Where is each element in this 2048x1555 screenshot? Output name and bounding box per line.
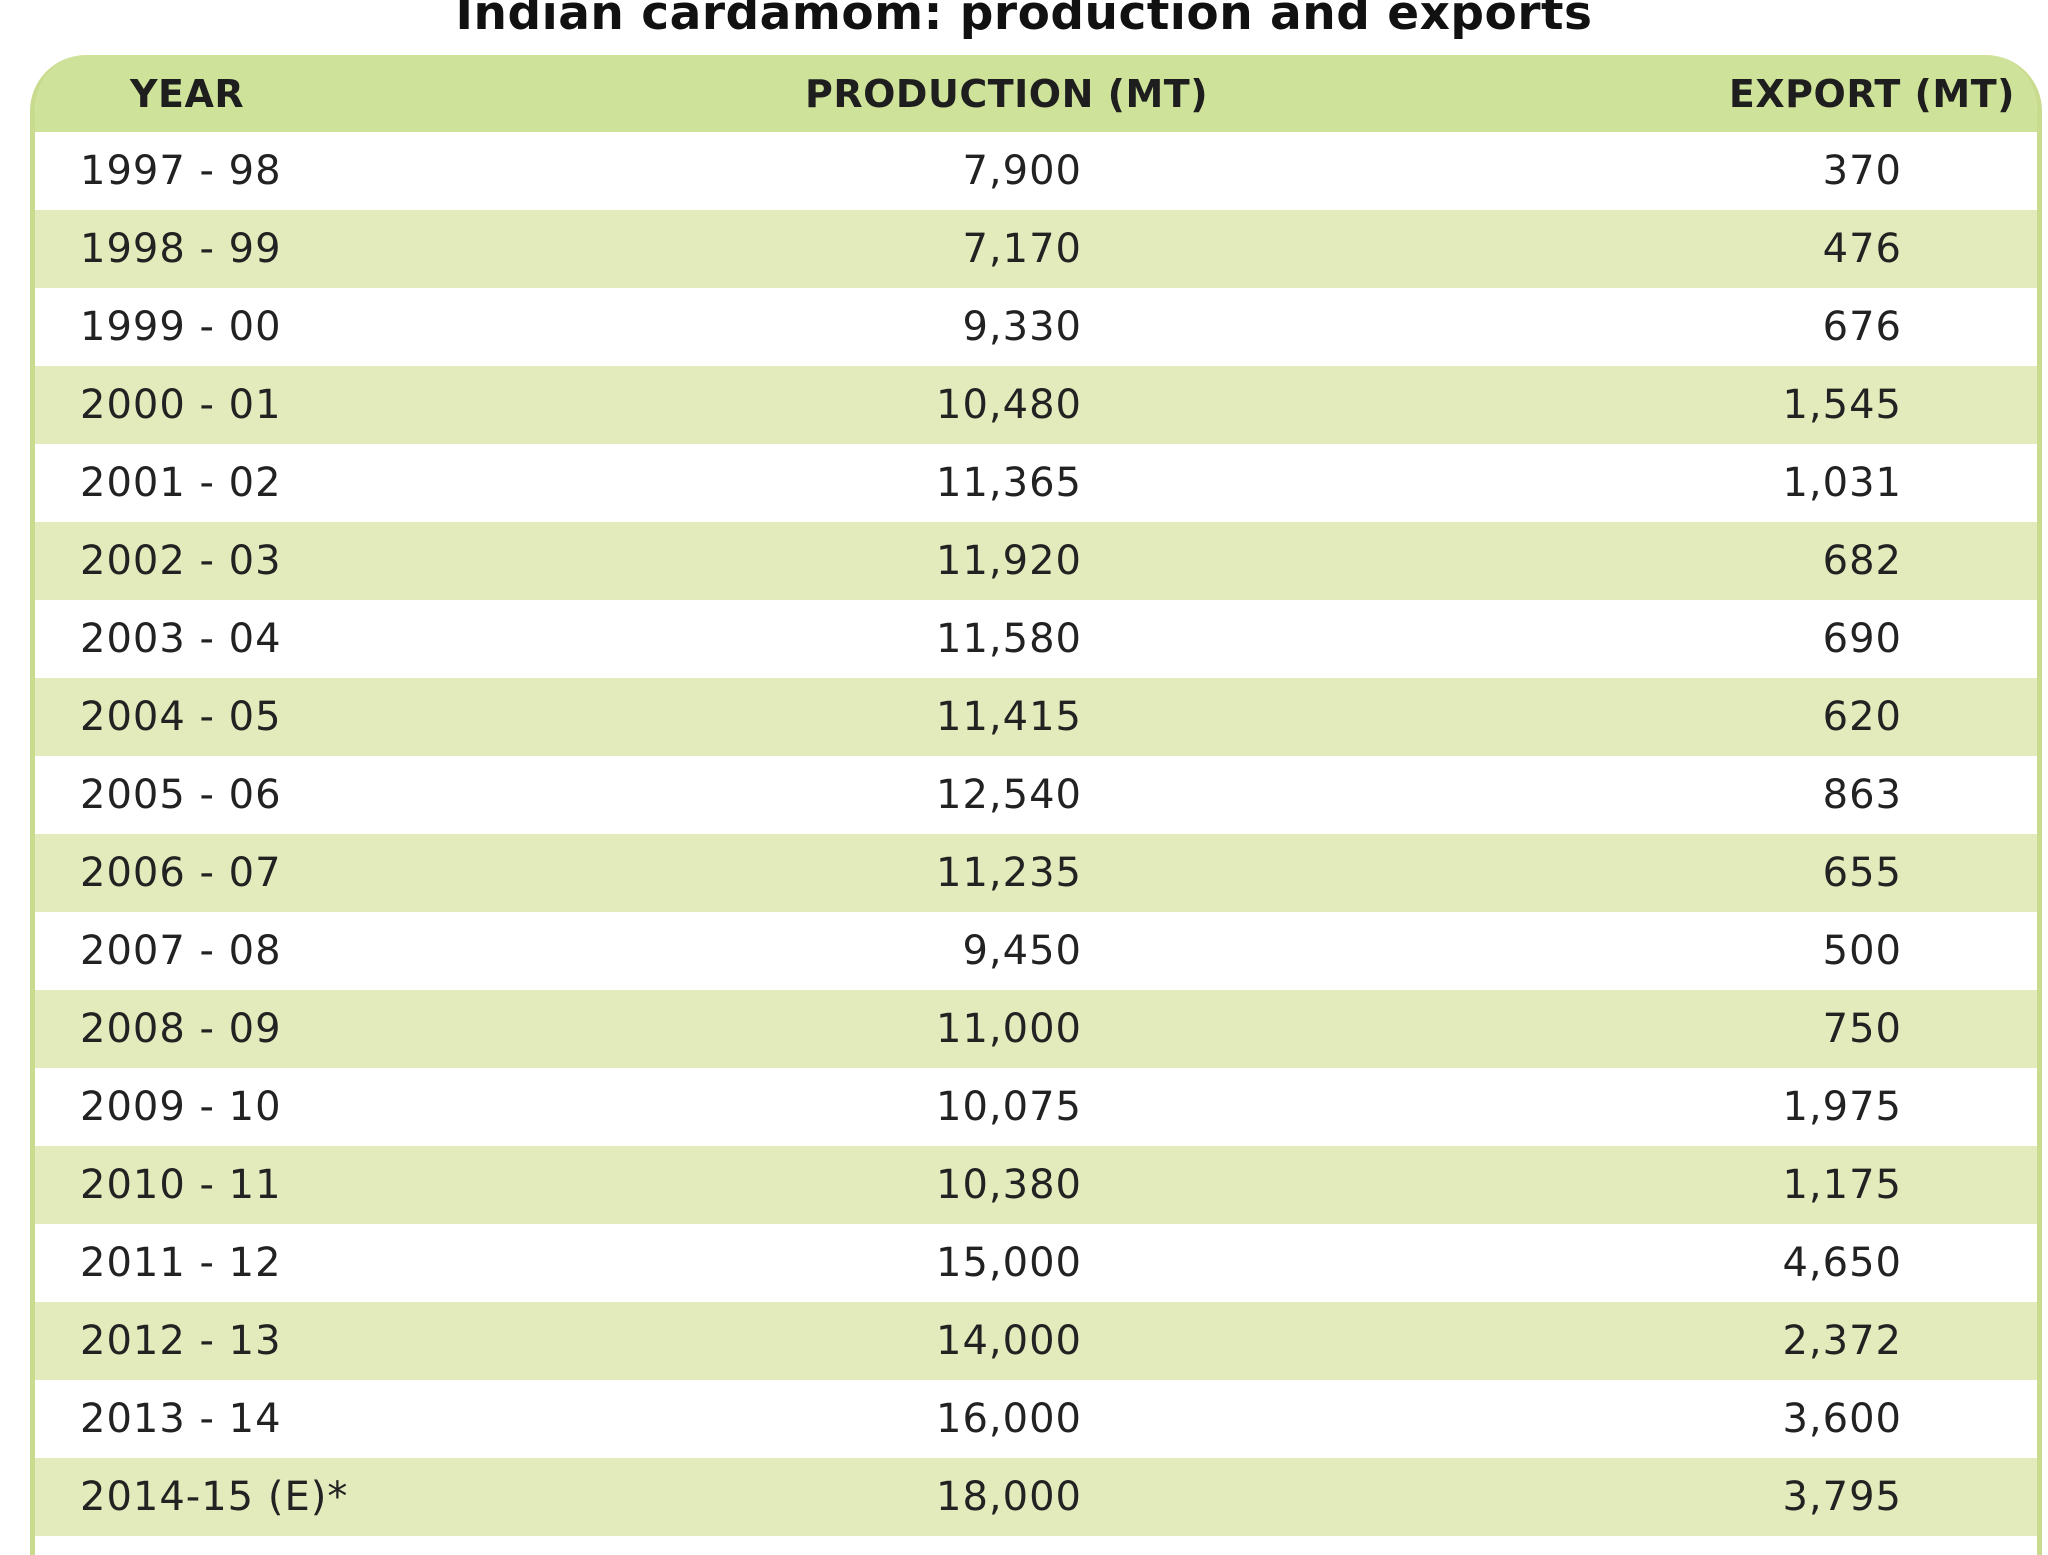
table-row: 1997 - 98 7,900 370 xyxy=(35,132,2037,210)
cell-year: 2012 - 13 xyxy=(80,1318,282,1364)
table-row: 2007 - 08 9,450 500 xyxy=(35,912,2037,990)
data-table: YEAR PRODUCTION (MT) EXPORT (MT) 1997 - … xyxy=(30,55,2042,1555)
cell-production: 12,540 xyxy=(936,772,1082,818)
table-row: 2000 - 01 10,480 1,545 xyxy=(35,366,2037,444)
cell-export: 750 xyxy=(1822,1006,1902,1052)
cell-production: 11,415 xyxy=(936,694,1082,740)
cell-export: 1,175 xyxy=(1782,1162,1902,1208)
cell-export: 370 xyxy=(1822,148,1902,194)
cell-production: 7,900 xyxy=(962,148,1082,194)
cell-year: 2011 - 12 xyxy=(80,1240,282,1286)
cell-export: 620 xyxy=(1822,694,1902,740)
cell-year: 1997 - 98 xyxy=(80,148,282,194)
cell-export: 1,031 xyxy=(1782,460,1902,506)
cell-year: 2002 - 03 xyxy=(80,538,282,584)
cell-production: 18,000 xyxy=(936,1474,1082,1520)
cell-production: 7,170 xyxy=(962,226,1082,272)
cell-production: 11,365 xyxy=(936,460,1082,506)
table-row: 1999 - 00 9,330 676 xyxy=(35,288,2037,366)
cell-export: 476 xyxy=(1822,226,1902,272)
table-body: 1997 - 98 7,900 370 1998 - 99 7,170 476 1999 -… xyxy=(35,132,2037,1536)
table-row: 2014-15 (E)* 18,000 3,795 xyxy=(35,1458,2037,1536)
table-row: 2005 - 06 12,540 863 xyxy=(35,756,2037,834)
column-header-export: EXPORT (MT) xyxy=(1728,72,2015,116)
cell-production: 14,000 xyxy=(936,1318,1082,1364)
cell-year: 2003 - 04 xyxy=(80,616,282,662)
table-header-row: YEAR PRODUCTION (MT) EXPORT (MT) xyxy=(35,55,2037,132)
cell-export: 863 xyxy=(1822,772,1902,818)
column-header-year: YEAR xyxy=(130,72,245,116)
cell-export: 690 xyxy=(1822,616,1902,662)
cell-production: 9,450 xyxy=(962,928,1082,974)
cell-export: 3,795 xyxy=(1782,1474,1902,1520)
table-row: 2012 - 13 14,000 2,372 xyxy=(35,1302,2037,1380)
table-row: 1998 - 99 7,170 476 xyxy=(35,210,2037,288)
table-row: 2010 - 11 10,380 1,175 xyxy=(35,1146,2037,1224)
cell-year: 2007 - 08 xyxy=(80,928,282,974)
table-row: 2008 - 09 11,000 750 xyxy=(35,990,2037,1068)
cell-production: 10,380 xyxy=(936,1162,1082,1208)
cell-year: 1999 - 00 xyxy=(80,304,282,350)
cell-export: 4,650 xyxy=(1782,1240,1902,1286)
cell-production: 10,480 xyxy=(936,382,1082,428)
table-row: 2013 - 14 16,000 3,600 xyxy=(35,1380,2037,1458)
cell-export: 500 xyxy=(1822,928,1902,974)
cell-year: 2008 - 09 xyxy=(80,1006,282,1052)
table-row: 2009 - 10 10,075 1,975 xyxy=(35,1068,2037,1146)
cell-export: 2,372 xyxy=(1782,1318,1902,1364)
table-row: 2006 - 07 11,235 655 xyxy=(35,834,2037,912)
cell-production: 11,000 xyxy=(936,1006,1082,1052)
cell-year: 2013 - 14 xyxy=(80,1396,282,1442)
cell-export: 655 xyxy=(1822,850,1902,896)
cell-year: 2014-15 (E)* xyxy=(80,1474,349,1520)
cell-production: 9,330 xyxy=(962,304,1082,350)
cell-year: 2004 - 05 xyxy=(80,694,282,740)
table-row: 2011 - 12 15,000 4,650 xyxy=(35,1224,2037,1302)
cell-year: 2005 - 06 xyxy=(80,772,282,818)
cell-production: 16,000 xyxy=(936,1396,1082,1442)
table-row: 2004 - 05 11,415 620 xyxy=(35,678,2037,756)
cell-export: 682 xyxy=(1822,538,1902,584)
cell-production: 15,000 xyxy=(936,1240,1082,1286)
table-row: 2001 - 02 11,365 1,031 xyxy=(35,444,2037,522)
cell-year: 2009 - 10 xyxy=(80,1084,282,1130)
cell-export: 1,545 xyxy=(1782,382,1902,428)
cell-year: 2000 - 01 xyxy=(80,382,282,428)
cell-year: 1998 - 99 xyxy=(80,226,282,272)
cell-production: 11,580 xyxy=(936,616,1082,662)
cell-year: 2001 - 02 xyxy=(80,460,282,506)
cell-year: 2006 - 07 xyxy=(80,850,282,896)
cell-year: 2010 - 11 xyxy=(80,1162,282,1208)
cell-export: 676 xyxy=(1822,304,1902,350)
cell-production: 11,920 xyxy=(936,538,1082,584)
cell-export: 1,975 xyxy=(1782,1084,1902,1130)
table-title: Indian cardamom: production and exports xyxy=(455,0,1593,41)
table-row: 2003 - 04 11,580 690 xyxy=(35,600,2037,678)
cell-production: 11,235 xyxy=(936,850,1082,896)
cell-export: 3,600 xyxy=(1782,1396,1902,1442)
column-header-production: PRODUCTION (MT) xyxy=(805,72,1209,116)
table-row: 2002 - 03 11,920 682 xyxy=(35,522,2037,600)
cell-production: 10,075 xyxy=(936,1084,1082,1130)
